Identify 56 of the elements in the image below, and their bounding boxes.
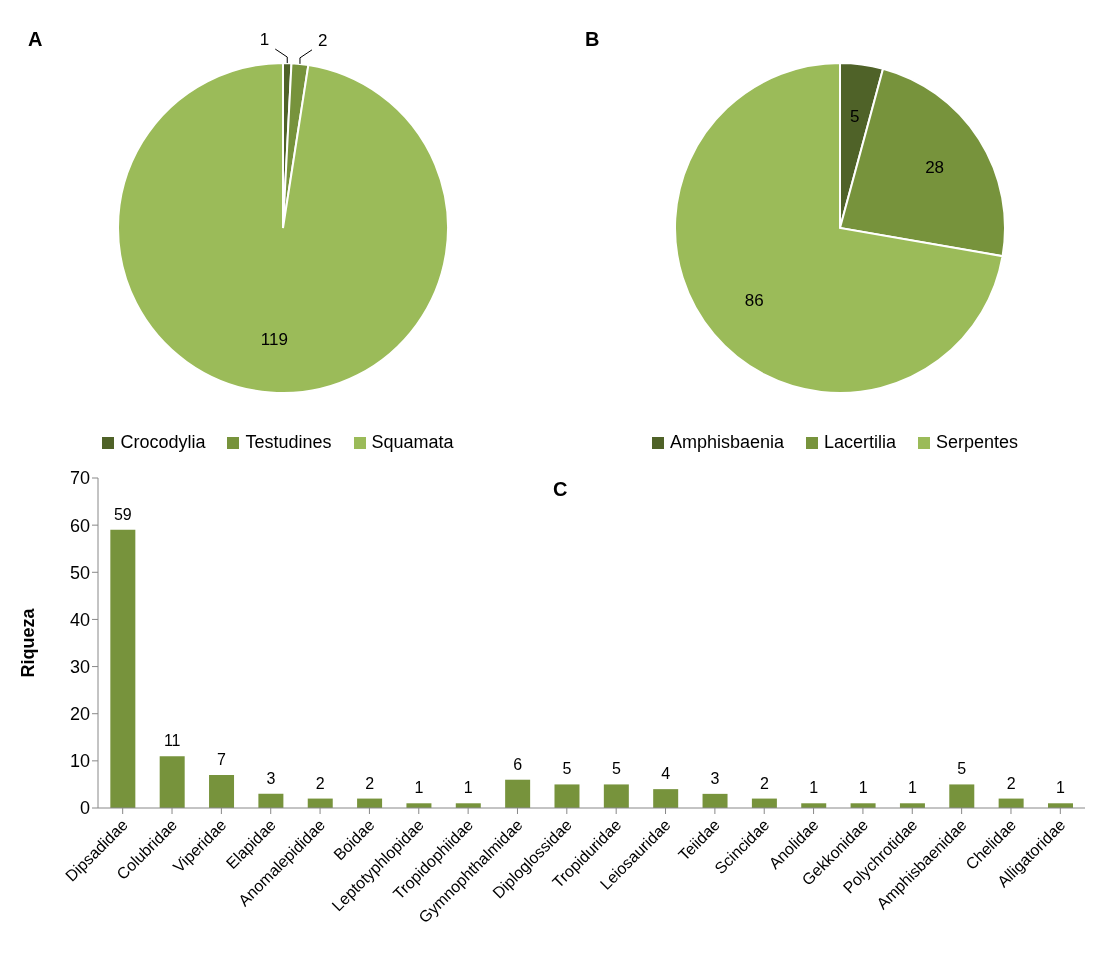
- bar: [209, 775, 235, 808]
- data-label: 5: [850, 107, 860, 127]
- data-label: 4: [661, 765, 671, 783]
- legend-label: Crocodylia: [119, 432, 206, 453]
- data-label: 3: [266, 769, 276, 787]
- pie-slice: [117, 62, 449, 394]
- data-label: 11: [163, 732, 181, 750]
- bar: [949, 784, 975, 808]
- legend-label: Serpentes: [935, 432, 1019, 453]
- chart-title: B: [585, 28, 600, 51]
- bar: [554, 784, 580, 808]
- bar: [603, 784, 629, 808]
- bar: [702, 793, 728, 808]
- y-tick-label: 60: [69, 515, 90, 536]
- data-label: 6: [513, 755, 523, 773]
- chart-title: A: [28, 28, 43, 51]
- bar: [159, 756, 185, 808]
- y-tick-label: 40: [69, 609, 90, 630]
- data-label: 2: [365, 774, 375, 792]
- chart-title: C: [553, 478, 568, 501]
- y-axis-title: Riqueza: [18, 607, 39, 678]
- data-label: 28: [925, 158, 945, 178]
- data-label: 1: [1056, 779, 1066, 797]
- data-label: 2: [317, 30, 328, 50]
- data-label: 3: [710, 769, 720, 787]
- legend-label: Squamata: [370, 432, 454, 453]
- bar: [110, 529, 136, 808]
- data-label: 2: [1006, 774, 1016, 792]
- data-label: 5: [562, 760, 572, 778]
- bar: [505, 779, 531, 808]
- data-label: 59: [113, 505, 132, 523]
- legend-label: Amphisbaenia: [668, 432, 784, 453]
- data-label: 1: [809, 779, 819, 797]
- legend-label: Testudines: [244, 432, 332, 453]
- data-label: 5: [957, 760, 967, 778]
- y-tick-label: 0: [79, 798, 90, 819]
- data-label: 86: [744, 290, 764, 310]
- y-tick-label: 50: [69, 562, 90, 583]
- bar: [653, 789, 679, 808]
- y-tick-label: 20: [69, 704, 90, 725]
- bar: [258, 793, 284, 808]
- data-label: 1: [858, 779, 868, 797]
- data-label: 5: [611, 760, 621, 778]
- data-label: 2: [759, 774, 769, 792]
- data-label: 1: [414, 779, 424, 797]
- data-label: 1: [463, 779, 473, 797]
- pie-slice: [674, 62, 1004, 394]
- data-label: 7: [217, 751, 227, 768]
- data-label: 2: [315, 774, 325, 792]
- y-tick-label: 30: [69, 656, 90, 677]
- data-label: 119: [260, 330, 288, 350]
- legend-label: Lacertilia: [823, 432, 897, 453]
- y-tick-label: 70: [69, 468, 90, 489]
- data-label: 1: [907, 779, 917, 797]
- y-tick-label: 10: [69, 751, 90, 772]
- data-label: 1: [259, 30, 270, 50]
